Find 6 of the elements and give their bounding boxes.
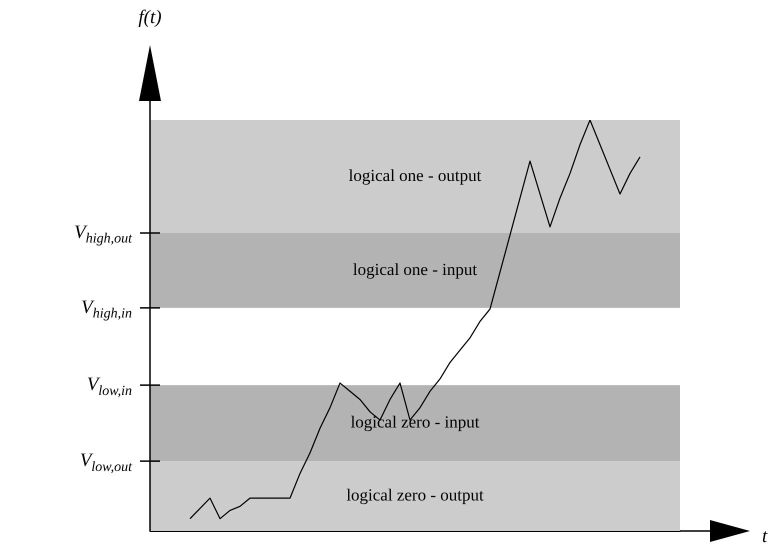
y-axis-title: f(t) [138, 7, 162, 28]
band-label: logical one - input [352, 260, 478, 279]
x-axis-title: t [762, 526, 768, 546]
band-label: logical zero - input [350, 412, 480, 432]
band-label: logical zero - output [346, 486, 484, 505]
band-label: logical one - output [348, 166, 482, 185]
